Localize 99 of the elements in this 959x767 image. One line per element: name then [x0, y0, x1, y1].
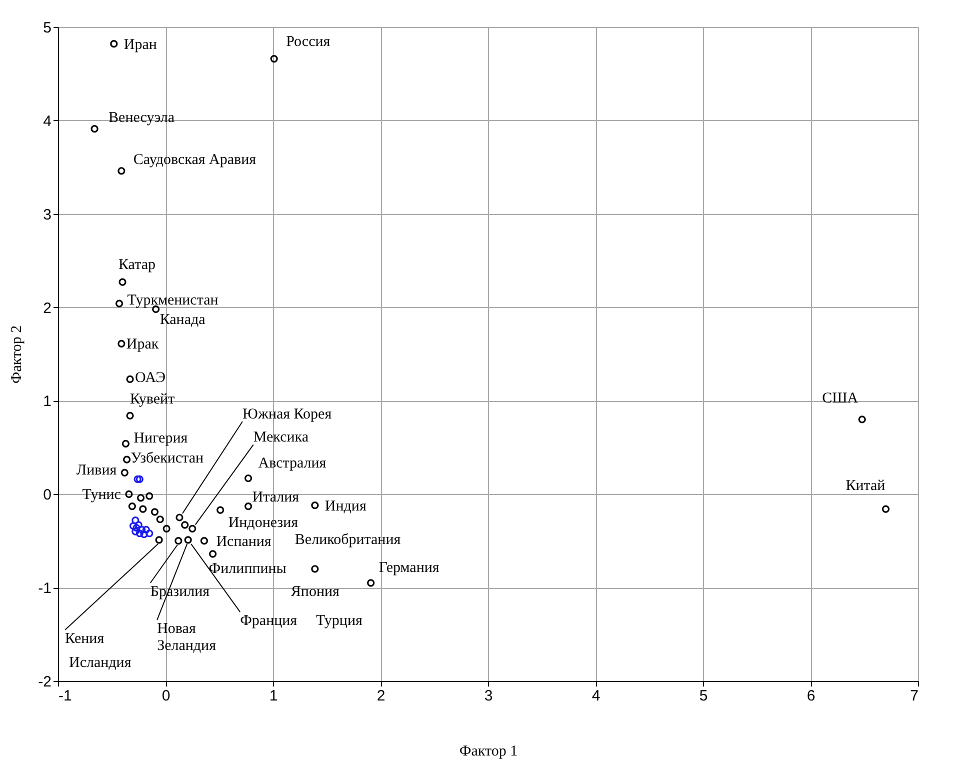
point	[882, 505, 890, 513]
point	[122, 440, 130, 448]
point	[125, 490, 133, 498]
annotation: Китай	[846, 478, 886, 494]
y-tick-label: 4	[43, 112, 52, 130]
point	[140, 530, 148, 538]
point	[146, 530, 154, 538]
point	[110, 40, 118, 48]
point	[90, 125, 98, 133]
point	[367, 579, 375, 587]
annotation: Испания	[216, 534, 272, 550]
point	[129, 522, 138, 530]
point	[136, 475, 144, 483]
annotation: ОАЭ	[135, 370, 166, 386]
x-tick-label: 1	[269, 688, 278, 704]
point	[188, 524, 196, 533]
x-tick-label: 3	[484, 688, 493, 704]
point	[184, 536, 192, 544]
annotation: США	[822, 390, 858, 406]
point	[118, 340, 126, 348]
point	[311, 565, 319, 573]
point	[162, 524, 170, 533]
x-axis-title: Фактор 1	[459, 744, 518, 760]
x-tick-label: 5	[699, 688, 708, 704]
annotation: Южная Корея	[242, 406, 332, 422]
point	[115, 300, 124, 308]
point	[244, 474, 252, 482]
point	[270, 54, 278, 63]
point	[209, 550, 217, 558]
point	[118, 167, 126, 175]
point	[311, 502, 319, 510]
point	[200, 537, 208, 545]
point	[244, 502, 252, 510]
annotation: Иран	[124, 36, 157, 53]
x-tick-label: 6	[806, 688, 816, 704]
x-tick-label: 4	[592, 688, 600, 704]
annotation: Кувейт	[130, 392, 176, 408]
y-tick-label: 0	[43, 486, 52, 504]
y-tick-label: -1	[38, 580, 52, 598]
annotation: Туркменистан	[127, 292, 218, 309]
x-tick-label: 0	[162, 688, 170, 704]
y-tick-label: 2	[43, 300, 52, 317]
x-tick-label: -1	[58, 688, 72, 704]
annotation: Ливия	[76, 462, 117, 479]
annotation: Венесуэла	[108, 110, 175, 126]
point	[146, 492, 154, 500]
annotation: Новая Зеландия	[157, 620, 216, 654]
point	[123, 456, 131, 464]
y-tick-label: -2	[38, 674, 52, 690]
point	[138, 526, 146, 534]
point	[176, 514, 184, 522]
annotation: Германия	[378, 560, 440, 576]
annotation: Франция	[240, 612, 298, 629]
annotation: Мексика	[253, 430, 309, 446]
y-axis-title: Фактор 2	[9, 325, 26, 384]
point	[132, 516, 140, 524]
annotation: Италия	[252, 489, 300, 506]
y-tick-label: 5	[43, 20, 52, 36]
annotation: Саудовская Аравия	[133, 152, 256, 168]
annotation: Нигерия	[134, 430, 188, 447]
point	[126, 412, 134, 420]
x-tick-label: 7	[910, 688, 918, 704]
annotation: Япония	[290, 584, 340, 600]
point	[139, 505, 147, 513]
y-tick-label: 3	[43, 206, 52, 224]
point	[134, 521, 142, 529]
x-tick-label: 2	[376, 688, 386, 704]
point	[136, 530, 144, 538]
annotation: Филиппины	[208, 560, 286, 577]
annotation: Узбекистан	[130, 450, 204, 467]
annotation: Ирак	[126, 336, 160, 353]
annotation: Тунис	[82, 487, 122, 504]
point	[118, 278, 126, 286]
point	[134, 475, 142, 483]
point	[128, 502, 136, 510]
annotation: Великобритания	[294, 532, 401, 548]
annotation: Кения	[65, 630, 104, 647]
y-tick-label: 1	[43, 393, 52, 410]
annotation: Австралия	[258, 455, 326, 472]
point	[216, 506, 224, 514]
annotation: Исландия	[69, 655, 132, 671]
point	[156, 516, 164, 524]
point	[126, 375, 134, 384]
point	[132, 524, 140, 532]
point	[174, 537, 182, 545]
annotation: Индонезия	[228, 515, 298, 532]
annotation: Индия	[324, 498, 366, 514]
point	[132, 528, 140, 536]
point	[136, 494, 145, 502]
annotation: Катар	[118, 257, 156, 274]
point	[150, 508, 159, 516]
point	[142, 526, 150, 534]
annotation: Россия	[286, 34, 330, 50]
point	[120, 468, 128, 476]
point	[155, 536, 163, 544]
annotation: Турция	[316, 613, 362, 629]
point	[858, 416, 866, 424]
annotation: Канада	[160, 312, 206, 328]
point	[181, 521, 189, 529]
